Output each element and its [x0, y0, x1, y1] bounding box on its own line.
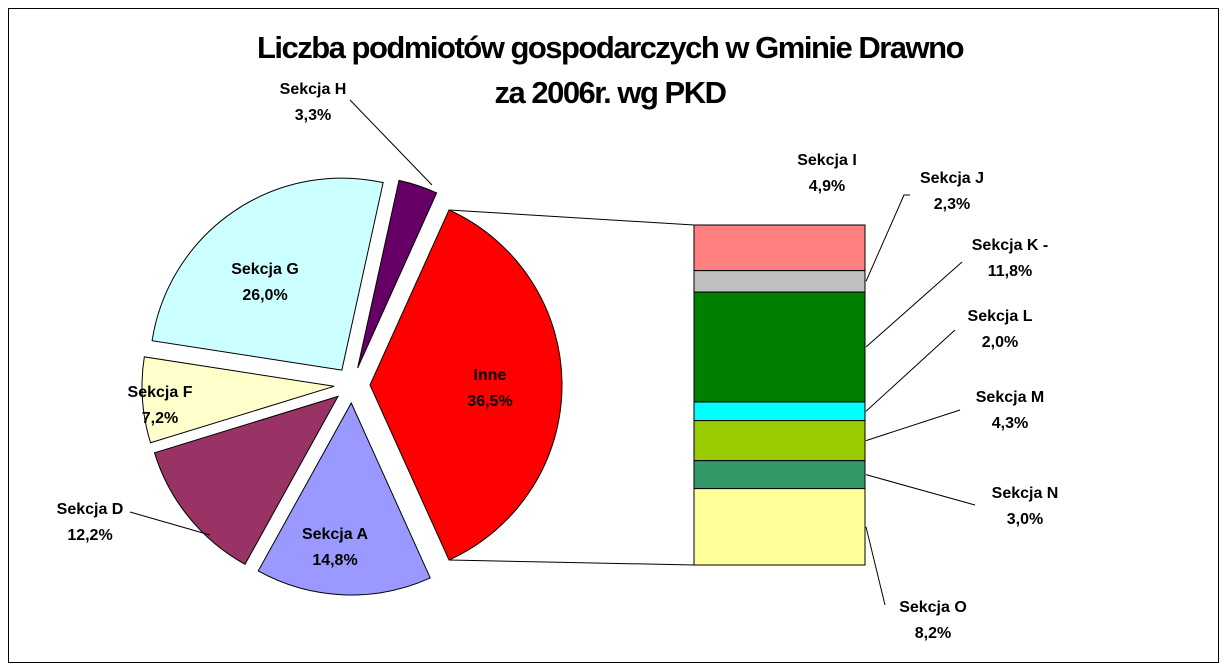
data-label: 11,8%	[988, 263, 1032, 280]
bar-segment	[693, 224, 866, 272]
data-label: Sekcja J	[920, 170, 984, 187]
data-label: 4,3%	[992, 415, 1028, 432]
leader-line	[865, 526, 886, 606]
bar-segment	[693, 291, 866, 403]
data-label: 26,0%	[242, 287, 287, 304]
data-label: 3,0%	[1007, 511, 1043, 528]
data-label: Sekcja O	[899, 599, 967, 616]
connector-line	[448, 209, 695, 226]
data-label: 12,2%	[67, 527, 112, 544]
data-label: 3,3%	[295, 107, 331, 124]
leader-line	[865, 329, 956, 412]
data-label: Sekcja M	[976, 389, 1044, 406]
data-label: Sekcja F	[128, 384, 193, 401]
leader-line	[129, 511, 211, 536]
data-label: Sekcja D	[57, 501, 124, 518]
bar-segment	[693, 270, 866, 293]
data-label: Sekcja L	[968, 308, 1033, 325]
pie-slice	[153, 395, 340, 565]
data-label: Sekcja G	[231, 261, 299, 278]
data-label: 7,2%	[142, 410, 178, 427]
bar-segment	[693, 460, 866, 490]
pie-slice	[151, 177, 384, 371]
leader-line	[865, 409, 961, 442]
leader-line	[349, 99, 433, 186]
bar-segment	[693, 488, 866, 566]
leader-line	[865, 474, 976, 506]
chart-title: za 2006r. wg PKD	[494, 75, 726, 110]
data-label: Sekcja A	[302, 526, 369, 543]
data-label: 8,2%	[915, 625, 951, 642]
data-label: 2,0%	[982, 334, 1018, 351]
chart-title: Liczba podmiotów gospodarczych w Gminie …	[257, 30, 964, 65]
data-label: 14,8%	[312, 552, 357, 569]
pie-slice	[357, 179, 438, 369]
bar-segment	[693, 401, 866, 422]
pie-slice	[369, 209, 563, 561]
data-label: Sekcja I	[797, 152, 857, 169]
bar-segment	[693, 420, 866, 462]
data-label: Inne	[474, 367, 507, 384]
leader-line	[865, 261, 963, 348]
data-label: Sekcja N	[992, 485, 1059, 502]
connector-line	[449, 559, 695, 566]
data-label: Sekcja K -	[972, 237, 1048, 254]
pie-slice	[141, 356, 335, 444]
data-label: 2,3%	[934, 196, 970, 213]
pie-slice	[257, 401, 431, 596]
data-label: 4,9%	[809, 178, 845, 195]
data-label: Sekcja H	[280, 81, 347, 98]
leader-line	[865, 194, 910, 282]
data-label: 36,5%	[467, 393, 512, 410]
